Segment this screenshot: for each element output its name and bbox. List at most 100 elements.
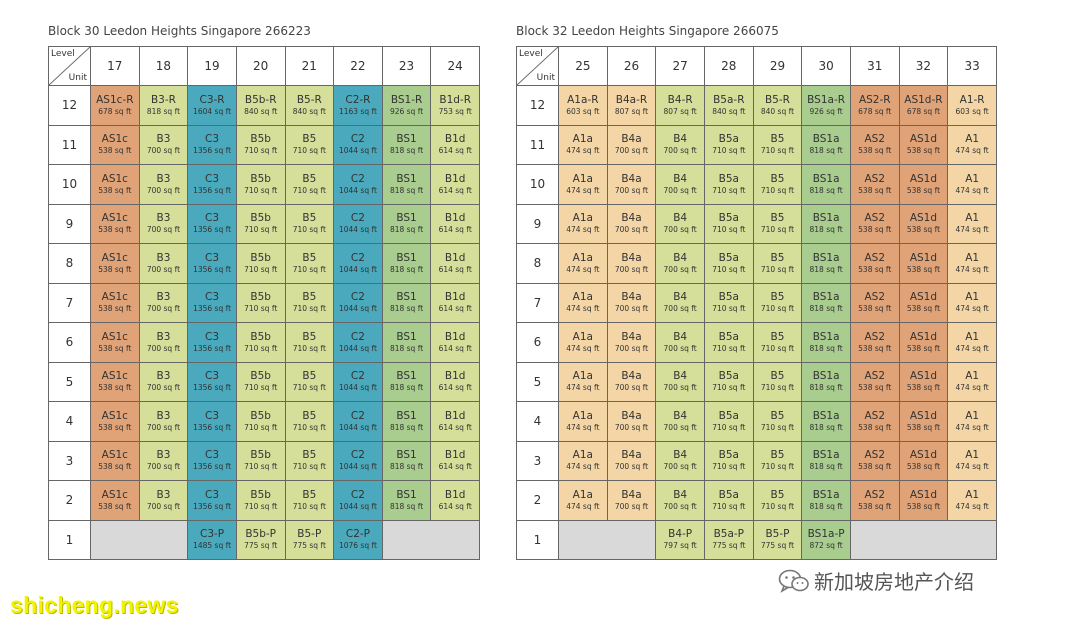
unit-area: 818 sq ft — [809, 343, 843, 353]
unit-type: C3 — [205, 212, 220, 225]
unit-type: C2-R — [345, 93, 371, 106]
unit-area: 710 sq ft — [760, 422, 795, 432]
level-number: 10 — [516, 164, 559, 205]
unit-area: 1356 sq ft — [193, 146, 232, 156]
unit-area: 710 sq ft — [712, 462, 746, 472]
unit-number-header: 28 — [703, 46, 754, 86]
unit-cell: B5 710 sq ft — [284, 203, 335, 244]
unit-cell: B4-R 807 sq ft — [655, 85, 705, 126]
unit-type: B5a — [718, 330, 739, 343]
unit-number-header: 24 — [430, 46, 480, 86]
unit-area: 538 sq ft — [906, 501, 941, 511]
unit-cell: B5 710 sq ft — [284, 243, 335, 284]
unit-type: B5a — [718, 449, 739, 462]
unit-type: B1d — [444, 330, 466, 343]
unit-area: 538 sq ft — [906, 264, 941, 274]
unit-area: 1044 sq ft — [338, 501, 377, 511]
unit-area: 818 sq ft — [389, 264, 424, 274]
unit-cell: C3-P 1485 sq ft — [187, 519, 237, 560]
unit-cell: C3 1356 sq ft — [187, 440, 237, 481]
unit-cell: B4 700 sq ft — [655, 361, 705, 402]
unit-area: 818 sq ft — [389, 225, 424, 235]
unit-cell: B5 710 sq ft — [284, 322, 335, 363]
unit-cell: AS1d 538 sq ft — [898, 322, 949, 363]
unit-cell: C2 1044 sq ft — [333, 164, 383, 205]
unit-area: 538 sq ft — [98, 462, 132, 472]
unit-area: 474 sq ft — [566, 225, 600, 235]
unit-type: B3 — [156, 172, 171, 185]
unit-cell: B5a 710 sq ft — [703, 124, 754, 165]
level-number: 11 — [48, 124, 91, 165]
unit-type: B3 — [156, 133, 171, 146]
unit-area: 700 sq ft — [663, 185, 697, 195]
unit-type: B3 — [156, 370, 171, 383]
unit-cell: C2 1044 sq ft — [333, 480, 383, 521]
unit-cell: BS1a-R 926 sq ft — [801, 85, 851, 126]
unit-area: 1044 sq ft — [338, 264, 377, 274]
unit-area: 818 sq ft — [389, 501, 424, 511]
unit-area: 1044 sq ft — [338, 304, 377, 314]
unit-area: 710 sq ft — [760, 383, 795, 393]
unit-area: 818 sq ft — [389, 304, 424, 314]
level-row: 3 AS1c 538 sq ft B3 700 sq ft C3 1356 sq ft B5b… — [48, 440, 480, 481]
unit-area: 710 sq ft — [244, 462, 278, 472]
unit-number-header: 23 — [381, 46, 432, 86]
unit-area: 710 sq ft — [712, 501, 746, 511]
unit-cell: B3 700 sq ft — [138, 282, 189, 323]
unit-area: 538 sq ft — [98, 146, 132, 156]
level-row: 9 A1a 474 sq ft B4a 700 sq ft B4 700 sq ft B5a 7… — [516, 203, 997, 244]
unit-area: 926 sq ft — [389, 106, 424, 116]
unit-area: 818 sq ft — [809, 501, 843, 511]
unit-area: 818 sq ft — [146, 106, 181, 116]
unit-cell: AS1c 538 sq ft — [90, 124, 140, 165]
unit-type: B3-R — [150, 93, 176, 106]
unit-type: B3 — [156, 330, 171, 343]
unit-area: 775 sq ft — [292, 541, 326, 551]
unit-area: 538 sq ft — [858, 422, 892, 432]
unit-cell: A1a 474 sq ft — [558, 282, 608, 323]
unit-type: B3 — [156, 251, 171, 264]
unit-type: C3 — [205, 330, 220, 343]
unit-type: B4-P — [668, 528, 693, 541]
unit-cell: BS1 818 sq ft — [381, 243, 432, 284]
unit-cell: B5a 710 sq ft — [703, 322, 754, 363]
unit-area: 818 sq ft — [389, 422, 424, 432]
unit-cell: B1d 614 sq ft — [430, 401, 480, 442]
unit-cell: A1 474 sq ft — [947, 480, 997, 521]
unit-area: 700 sq ft — [146, 264, 181, 274]
unit-type: B5b — [250, 251, 271, 264]
unit-cell: AS2 538 sq ft — [849, 124, 900, 165]
unit-area: 538 sq ft — [98, 343, 132, 353]
unit-type: B4a — [621, 330, 642, 343]
unit-type: A1a — [572, 370, 593, 383]
unit-type: C3 — [205, 172, 220, 185]
unit-cell: AS1d 538 sq ft — [898, 282, 949, 323]
unit-cell: BS1 818 sq ft — [381, 361, 432, 402]
level-unit-corner: Level Unit — [48, 46, 91, 86]
unit-type: B4 — [673, 409, 688, 422]
unit-type: B3 — [156, 449, 171, 462]
unit-area: 1356 sq ft — [193, 383, 232, 393]
level-row: 10 AS1c 538 sq ft B3 700 sq ft C3 1356 sq ft B5… — [48, 164, 480, 205]
unit-area: 775 sq ft — [760, 541, 795, 551]
unit-cell: AS1d 538 sq ft — [898, 164, 949, 205]
unit-area: 1044 sq ft — [338, 146, 377, 156]
unit-area: 818 sq ft — [809, 264, 843, 274]
unit-number-header: 26 — [606, 46, 657, 86]
unit-type: BS1a-R — [807, 93, 846, 106]
unit-area: 1044 sq ft — [338, 225, 377, 235]
unit-type: AS1d — [909, 291, 938, 304]
unit-type: B5 — [302, 133, 317, 146]
unit-area: 807 sq ft — [663, 106, 697, 116]
unit-type: B5 — [302, 291, 317, 304]
unit-cell: BS1a 818 sq ft — [801, 440, 851, 481]
unit-type: B5 — [770, 330, 785, 343]
unit-cell: AS1c 538 sq ft — [90, 243, 140, 284]
unit-type: B4a — [621, 251, 642, 264]
unit-type: C2 — [350, 172, 365, 185]
unit-type: C3 — [205, 488, 220, 501]
unit-number-header: 30 — [801, 46, 851, 86]
unit-cell: A1 474 sq ft — [947, 164, 997, 205]
unit-cell: B4a 700 sq ft — [606, 401, 657, 442]
unit-cell: B5-P 775 sq ft — [284, 519, 335, 560]
